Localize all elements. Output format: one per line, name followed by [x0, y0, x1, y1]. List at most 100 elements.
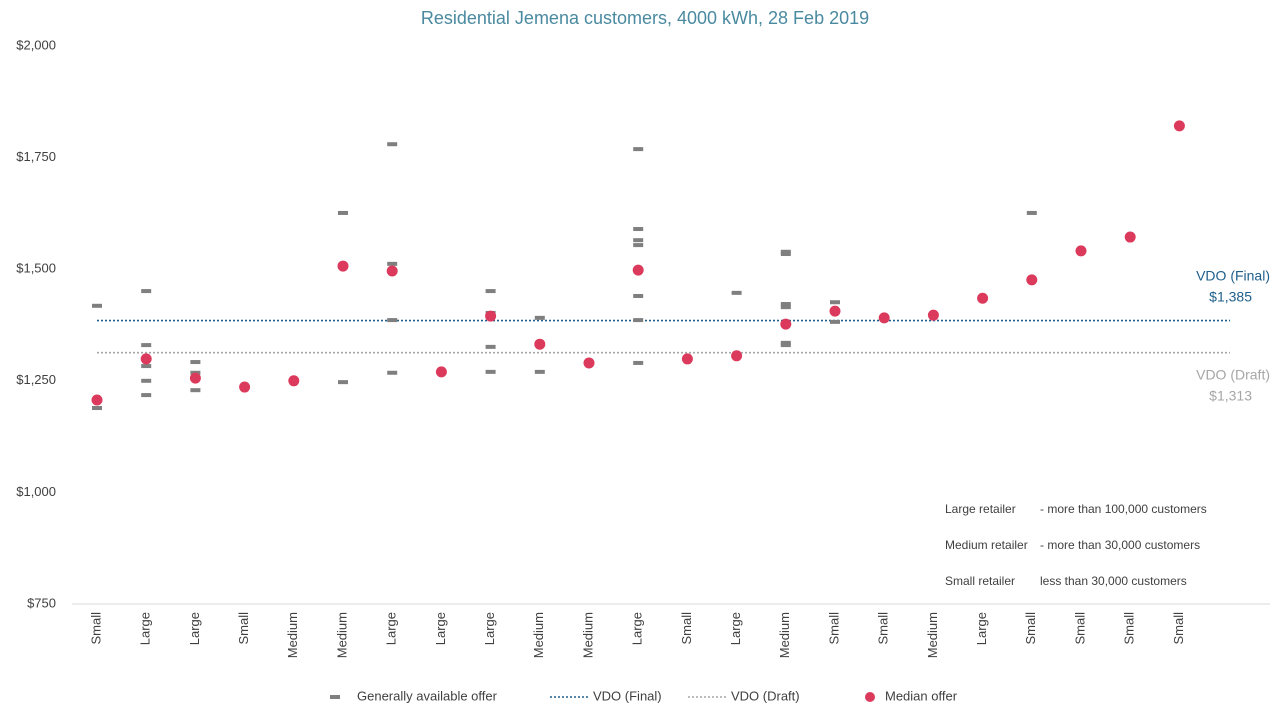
- offer-mark: [633, 238, 644, 243]
- median-mark: [681, 353, 693, 365]
- offer-mark: [633, 360, 644, 365]
- offer-mark: [141, 393, 152, 398]
- x-tick-label: Medium: [580, 612, 595, 658]
- offer-mark: [780, 343, 791, 348]
- offer-mark: [1026, 210, 1037, 215]
- median-mark: [534, 338, 546, 350]
- x-tick-label: Small: [1171, 612, 1186, 645]
- legend-label: VDO (Final): [593, 688, 662, 703]
- x-tick-label: Small: [1023, 612, 1038, 645]
- offer-mark: [190, 360, 201, 365]
- offer-mark: [633, 147, 644, 152]
- median-mark: [435, 366, 447, 378]
- x-tick-label: Small: [1072, 612, 1087, 645]
- offer-mark: [633, 318, 644, 323]
- chart-title: Residential Jemena customers, 4000 kWh, …: [421, 8, 869, 28]
- offer-mark: [92, 406, 102, 411]
- offer-mark: [92, 303, 102, 308]
- legend-label: Generally available offer: [357, 688, 498, 703]
- offer-mark: [633, 243, 644, 248]
- y-tick-label: $1,250: [16, 372, 56, 387]
- offer-mark: [141, 343, 152, 348]
- offer-mark: [190, 388, 201, 393]
- median-mark: [1173, 120, 1185, 132]
- offer-mark: [141, 289, 152, 294]
- median-mark: [583, 357, 595, 369]
- offer-mark: [387, 261, 398, 266]
- reference-name: VDO (Draft): [1196, 367, 1270, 383]
- offer-mark: [633, 227, 644, 232]
- y-tick-label: $750: [27, 595, 56, 610]
- offer-mark: [387, 318, 398, 323]
- x-tick-label: Medium: [531, 612, 546, 658]
- note-desc: - more than 100,000 customers: [1040, 502, 1207, 516]
- median-mark: [829, 305, 841, 317]
- offer-mark: [141, 364, 152, 369]
- x-tick-label: Small: [826, 612, 841, 645]
- note-desc: - more than 30,000 customers: [1040, 538, 1200, 552]
- offer-mark: [141, 378, 152, 383]
- offer-mark: [485, 344, 496, 349]
- y-tick-label: $1,500: [16, 261, 56, 276]
- offer-mark: [780, 249, 791, 254]
- legend-swatch: [330, 695, 340, 699]
- offer-mark: [830, 300, 840, 305]
- median-mark: [780, 318, 792, 330]
- x-tick-label: Small: [1122, 612, 1137, 645]
- offer-mark: [485, 289, 496, 294]
- median-mark: [632, 264, 644, 276]
- median-mark: [386, 265, 398, 277]
- median-mark: [189, 372, 201, 384]
- legend-label: VDO (Draft): [731, 688, 800, 703]
- median-mark: [927, 309, 939, 321]
- offer-mark: [731, 290, 742, 295]
- offer-mark: [633, 293, 644, 298]
- note-term: Small retailer: [945, 574, 1015, 588]
- reference-label: $1,313: [1209, 388, 1252, 404]
- note-desc: less than 30,000 customers: [1040, 574, 1187, 588]
- y-tick-label: $1,750: [16, 149, 56, 164]
- x-tick-label: Large: [138, 612, 153, 645]
- offer-mark: [780, 305, 791, 310]
- median-mark: [731, 350, 743, 362]
- offer-mark: [830, 319, 840, 324]
- median-mark: [140, 353, 152, 365]
- x-tick-label: Medium: [334, 612, 349, 658]
- x-tick-label: Medium: [285, 612, 300, 658]
- x-tick-label: Large: [384, 612, 399, 645]
- x-tick-label: Medium: [925, 612, 940, 658]
- median-mark: [288, 375, 300, 387]
- x-tick-label: Large: [187, 612, 202, 645]
- median-mark: [239, 381, 251, 393]
- reference-name: VDO (Final): [1196, 268, 1270, 284]
- y-tick-label: $1,000: [16, 484, 56, 499]
- median-mark: [977, 292, 989, 304]
- offer-mark: [780, 252, 791, 257]
- x-tick-label: Small: [88, 612, 103, 645]
- median-mark: [1075, 245, 1087, 257]
- note-term: Large retailer: [945, 502, 1016, 516]
- offer-mark: [338, 210, 348, 215]
- offer-mark: [387, 370, 398, 375]
- x-tick-label: Large: [433, 612, 448, 645]
- median-mark: [1124, 231, 1136, 243]
- x-tick-label: Small: [679, 612, 694, 645]
- x-tick-label: Small: [236, 612, 251, 645]
- median-mark: [878, 312, 890, 324]
- median-mark: [485, 310, 497, 322]
- x-tick-label: Large: [630, 612, 645, 645]
- legend-swatch: [865, 692, 875, 702]
- x-tick-label: Medium: [777, 612, 792, 658]
- note-term: Medium retailer: [945, 538, 1028, 552]
- offer-mark: [387, 142, 398, 147]
- x-tick-label: Small: [876, 612, 891, 645]
- offer-mark: [780, 302, 791, 307]
- x-tick-label: Large: [728, 612, 743, 645]
- x-tick-label: Large: [482, 612, 497, 645]
- median-mark: [91, 394, 103, 406]
- offer-mark: [485, 369, 496, 374]
- x-tick-label: Large: [974, 612, 989, 645]
- median-mark: [1026, 274, 1038, 286]
- offer-mark: [534, 369, 545, 374]
